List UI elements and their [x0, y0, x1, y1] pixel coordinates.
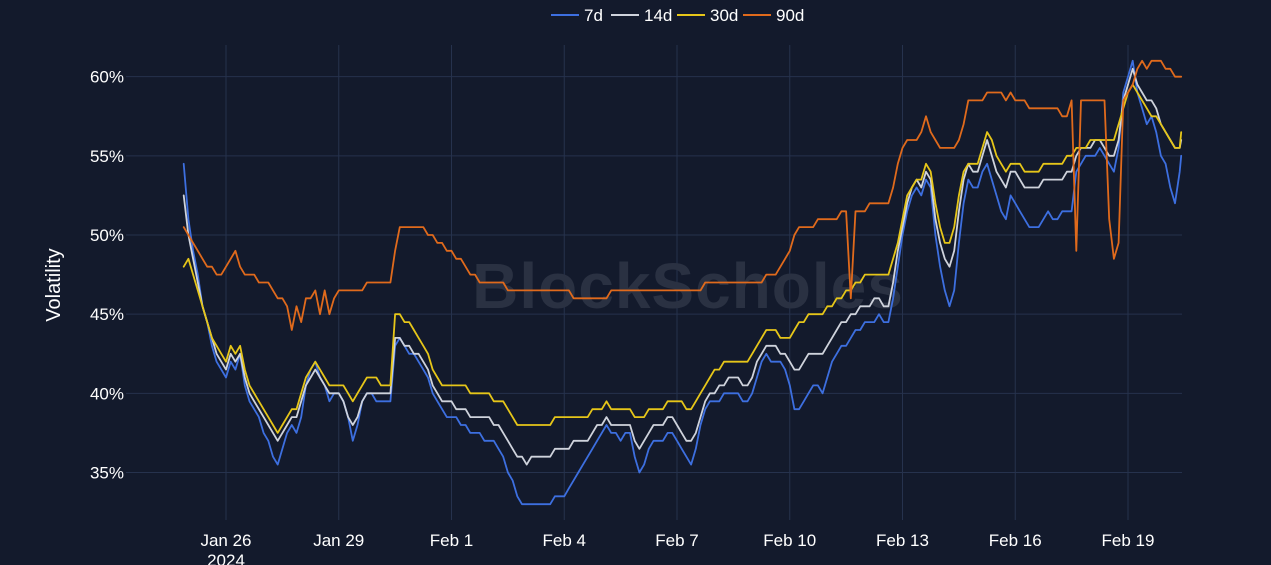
series-line-30d: [182, 83, 1183, 434]
y-tick-label: 55%: [90, 147, 124, 166]
legend-label-7d: 7d: [584, 6, 603, 25]
series-line-90d: [182, 59, 1183, 331]
y-axis-title: Volatility: [43, 248, 65, 321]
y-tick-label: 45%: [90, 305, 124, 324]
x-tick-label: Jan 29: [313, 531, 364, 550]
x-tick-label: Jan 26: [200, 531, 251, 550]
x-tick-label: Feb 13: [876, 531, 929, 550]
series-lines: [182, 59, 1183, 506]
legend: 7d 14d 30d 90d: [551, 6, 804, 25]
x-tick-label: Feb 7: [655, 531, 698, 550]
legend-label-30d: 30d: [710, 6, 738, 25]
y-tick-label: 60%: [90, 68, 124, 87]
y-tick-label: 35%: [90, 464, 124, 483]
legend-label-14d: 14d: [644, 6, 672, 25]
series-line-14d: [182, 67, 1183, 466]
watermark: BlockScholes: [472, 250, 904, 322]
x-tick-label: Feb 1: [430, 531, 473, 550]
y-tick-label: 50%: [90, 226, 124, 245]
x-tick-label: Feb 10: [763, 531, 816, 550]
x-tick-label: Feb 19: [1102, 531, 1155, 550]
series-line-7d: [182, 59, 1183, 506]
x-gridlines: [225, 45, 1129, 520]
y-tick-labels: 35% 40% 45% 50% 55% 60%: [90, 68, 124, 483]
legend-label-90d: 90d: [776, 6, 804, 25]
y-tick-label: 40%: [90, 384, 124, 403]
x-tick-label: Feb 16: [989, 531, 1042, 550]
x-tick-label: Feb 4: [543, 531, 586, 550]
x-tick-sublabel: 2024: [207, 551, 245, 565]
